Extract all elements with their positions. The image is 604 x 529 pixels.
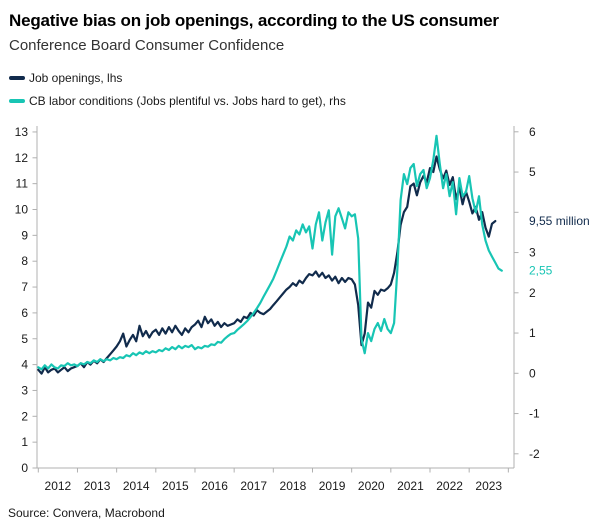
right-axis-tick-label: 5: [529, 165, 536, 179]
x-axis-year-label: 2021: [397, 479, 424, 493]
x-axis-year-label: 2012: [45, 479, 72, 493]
left-axis-tick-label: 6: [21, 306, 28, 320]
x-axis-year-label: 2015: [162, 479, 189, 493]
source-note: Source: Convera, Macrobond: [8, 506, 165, 520]
job-openings-line: [37, 155, 497, 375]
x-axis-year-label: 2014: [123, 479, 150, 493]
x-axis-year-label: 2017: [240, 479, 267, 493]
x-axis-year-label: 2018: [280, 479, 307, 493]
left-axis-tick-label: 4: [21, 358, 28, 372]
right-axis-tick-label: 0: [529, 366, 536, 380]
left-axis-tick-label: 8: [21, 254, 28, 268]
left-axis-tick-label: 5: [21, 332, 28, 346]
left-axis-tick-label: 11: [16, 177, 29, 191]
x-axis-year-label: 2023: [475, 479, 502, 493]
left-axis-tick-label: 13: [15, 125, 29, 139]
left-axis-tick-label: 7: [21, 280, 28, 294]
left-axis-tick-label: 3: [21, 383, 28, 397]
left-axis-tick-label: 1: [21, 435, 28, 449]
page-title: Negative bias on job openings, according…: [9, 11, 499, 30]
left-axis-tick-label: 10: [15, 203, 29, 217]
right-axis-tick-label: 6: [529, 125, 536, 139]
right-axis-tick-label: 1: [529, 326, 536, 340]
cb-labor-conditions-line: [37, 134, 503, 371]
right-axis-tick-label: -2: [529, 447, 540, 461]
x-axis-year-label: 2020: [358, 479, 385, 493]
lhs-last-value-label: 9,55 million: [529, 214, 590, 228]
legend-swatch-cb-labor-conditions: [9, 99, 25, 103]
x-axis-year-label: 2016: [201, 479, 228, 493]
x-axis-year-label: 2013: [84, 479, 111, 493]
left-axis-tick-label: 0: [21, 461, 28, 475]
right-axis-tick-label: -1: [529, 407, 540, 421]
left-axis-tick-label: 12: [15, 151, 29, 165]
x-axis-year-label: 2022: [436, 479, 463, 493]
legend-swatch-job-openings: [9, 76, 25, 80]
right-axis-tick-label: 3: [529, 246, 536, 260]
left-axis-tick-label: 9: [21, 228, 28, 242]
right-axis-tick-label: 2: [529, 286, 536, 300]
legend-label-job-openings: Job openings, lhs: [29, 71, 123, 85]
legend-item-job-openings: Job openings, lhs: [9, 71, 346, 85]
page-subtitle: Conference Board Consumer Confidence: [9, 37, 285, 54]
legend-item-cb-labor-conditions: CB labor conditions (Jobs plentiful vs. …: [9, 94, 346, 108]
legend-label-cb-labor-conditions: CB labor conditions (Jobs plentiful vs. …: [29, 94, 346, 108]
chart-legend: Job openings, lhs CB labor conditions (J…: [9, 71, 346, 118]
left-axis-tick-label: 2: [21, 409, 28, 423]
rhs-last-value-label: 2,55: [529, 264, 553, 278]
x-axis-year-label: 2019: [319, 479, 346, 493]
